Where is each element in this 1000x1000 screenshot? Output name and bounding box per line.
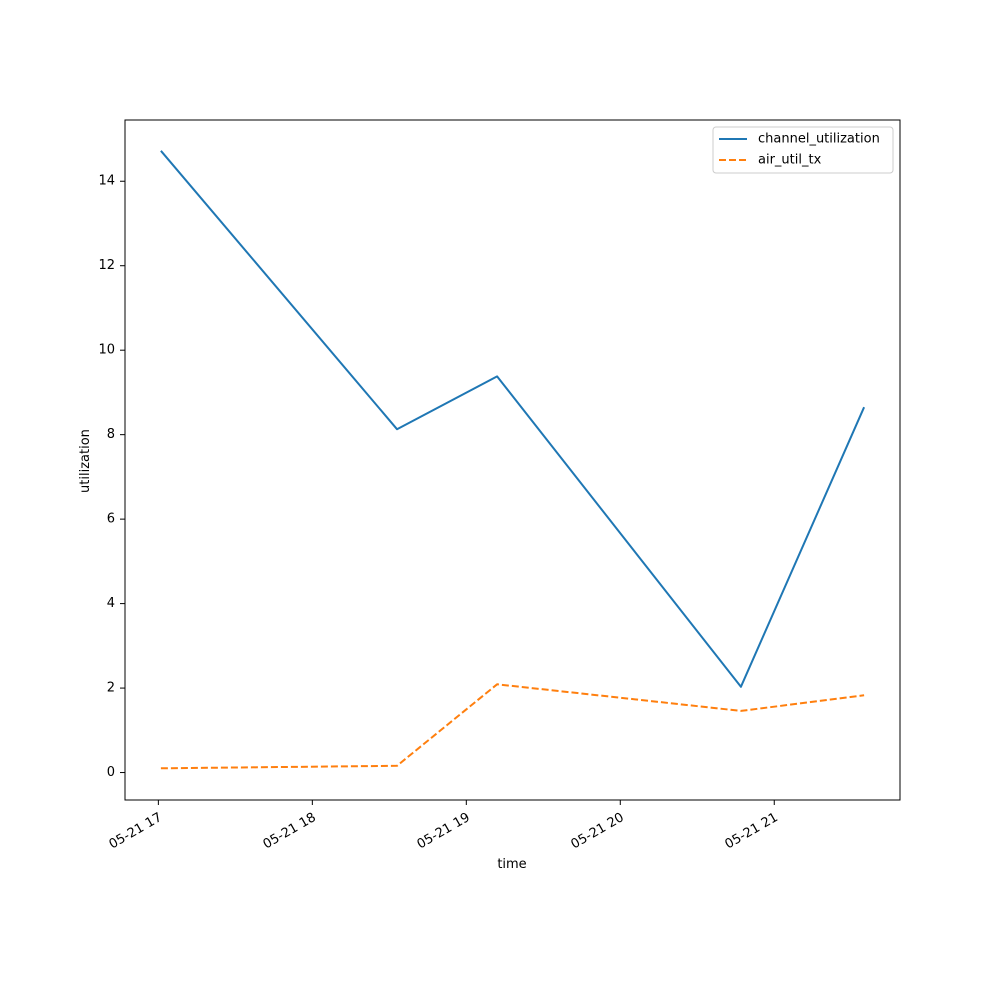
legend: channel_utilization air_util_tx <box>712 126 894 174</box>
y-tick-label: 0 <box>107 765 115 780</box>
plot-frame <box>124 119 901 801</box>
legend-label-air-util-tx: air_util_tx <box>758 153 822 168</box>
y-tick-label: 6 <box>107 512 115 527</box>
y-tick-label: 4 <box>107 596 115 611</box>
y-axis-label: utilization <box>78 429 93 493</box>
series-line-air-util-tx <box>160 683 865 770</box>
legend-box <box>712 126 894 174</box>
y-tick-label: 8 <box>107 427 115 442</box>
legend-label-channel-utilization: channel_utilization <box>758 132 880 147</box>
x-axis-label: time <box>497 857 526 872</box>
series-line-channel-utilization <box>160 150 866 688</box>
plot-area <box>125 120 900 800</box>
y-tick-label: 10 <box>98 343 115 358</box>
y-tick-label: 12 <box>98 258 115 273</box>
y-tick-label: 2 <box>107 681 115 696</box>
series-layer <box>160 150 866 770</box>
y-tick-label: 14 <box>98 174 115 189</box>
y-axis-ticks: 0 2 4 6 8 10 12 14 <box>98 174 125 780</box>
